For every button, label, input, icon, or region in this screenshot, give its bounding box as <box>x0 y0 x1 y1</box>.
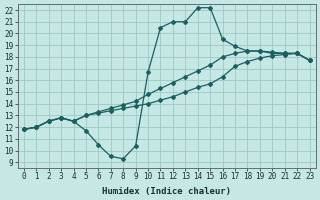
X-axis label: Humidex (Indice chaleur): Humidex (Indice chaleur) <box>102 187 231 196</box>
